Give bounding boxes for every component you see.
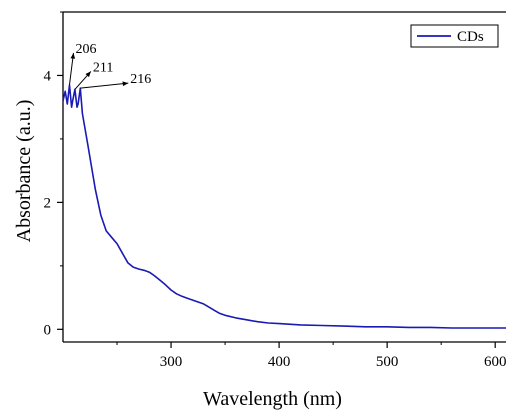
y-tick-label: 0 [44, 322, 52, 338]
annotation-arrowhead [122, 81, 129, 87]
annotation-label: 216 [130, 72, 151, 87]
x-tick-label: 400 [268, 354, 291, 370]
annotation-arrowhead [70, 52, 76, 59]
y-axis-title: Absorbance (a.u.) [13, 100, 35, 243]
annotation-label: 206 [75, 42, 96, 57]
plot-area: 300 400 500 600 0 2 4 Wavelength (nm) Absorbance… [13, 11, 506, 410]
legend-box [410, 24, 499, 48]
x-tick-label: 300 [160, 354, 183, 370]
x-axis-title: Wavelength (nm) [203, 388, 342, 410]
annotation-label: 211 [93, 60, 113, 75]
y-tick-label: 4 [44, 68, 52, 84]
series-line-cds [62, 84, 506, 329]
annotation-arrow-line [80, 82, 129, 89]
y-tick-label: 2 [44, 195, 52, 211]
annotation-arrowhead [85, 71, 91, 78]
x-tick-label: 600 [484, 354, 506, 370]
x-tick-label: 500 [376, 354, 399, 370]
legend-label: CDs [457, 29, 484, 45]
